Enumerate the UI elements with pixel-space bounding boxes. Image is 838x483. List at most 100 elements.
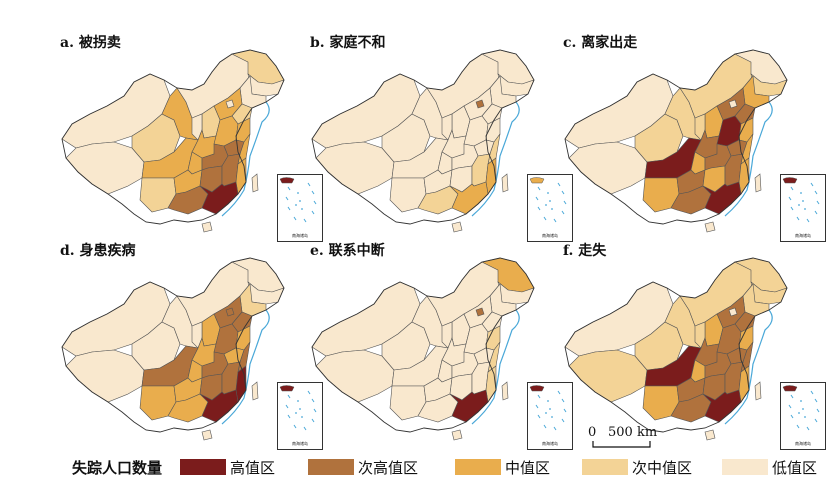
inset-mainland bbox=[279, 177, 295, 184]
inset-dash bbox=[537, 186, 541, 191]
south-china-sea-inset: 南海诸岛 bbox=[527, 174, 573, 242]
panel-title: f. 走失 bbox=[563, 243, 607, 259]
inset-island bbox=[547, 400, 549, 402]
legend-label: 低值区 bbox=[772, 459, 818, 477]
coastline bbox=[724, 309, 773, 425]
inset-dash bbox=[287, 186, 291, 191]
inset-dash bbox=[814, 418, 818, 423]
province-hi bbox=[704, 429, 716, 441]
inset-island bbox=[297, 192, 299, 194]
inset-dash bbox=[303, 218, 307, 223]
province-hi bbox=[451, 221, 463, 233]
inset-dash bbox=[561, 190, 565, 195]
inset-dash bbox=[311, 210, 315, 215]
inset-dash bbox=[287, 394, 291, 399]
province-tw bbox=[501, 173, 509, 193]
inset-dash bbox=[561, 418, 565, 423]
inset-island bbox=[804, 416, 806, 418]
inset-island bbox=[299, 408, 301, 410]
inset-dash bbox=[311, 398, 315, 403]
panel-title: b. 家庭不和 bbox=[310, 35, 386, 51]
inset-dash bbox=[790, 414, 794, 419]
inset-dash bbox=[790, 394, 794, 399]
inset-dash bbox=[810, 182, 814, 187]
legend: 失踪人口数量 高值区 次高值区 中值区 次中值区 低值区 bbox=[0, 452, 838, 482]
inset-island bbox=[802, 408, 804, 410]
inset-dash bbox=[790, 186, 794, 191]
inset-dash bbox=[313, 200, 317, 205]
map-panel-b: b. 家庭不和 南海诸岛 bbox=[302, 32, 573, 242]
inset-dash bbox=[561, 398, 565, 403]
legend-label: 次中值区 bbox=[632, 459, 693, 477]
map-panel-c: c. 离家出走 南海诸岛 bbox=[555, 32, 826, 242]
south-china-sea-inset: 南海诸岛 bbox=[527, 382, 573, 450]
country-outline bbox=[564, 257, 788, 433]
map-panel-f: f. 走失 南海诸岛 bbox=[555, 240, 826, 450]
inset-dash bbox=[563, 408, 567, 413]
china-map bbox=[311, 49, 535, 233]
country-outline bbox=[564, 49, 788, 225]
inset-dash bbox=[814, 190, 818, 195]
inset-dash bbox=[287, 414, 291, 419]
legend-swatch bbox=[582, 459, 628, 475]
inset-island bbox=[295, 412, 297, 414]
inset-mainland bbox=[782, 177, 798, 184]
inset-island bbox=[551, 208, 553, 210]
country-outline bbox=[311, 49, 535, 225]
inset-dash bbox=[563, 200, 567, 205]
south-china-sea-inset: 南海诸岛 bbox=[277, 174, 323, 242]
inset-dash bbox=[543, 424, 547, 429]
inset-island bbox=[545, 204, 547, 206]
panel-title: a. 被拐卖 bbox=[60, 35, 121, 51]
coastline bbox=[724, 101, 773, 217]
south-china-sea-inset: 南海诸岛 bbox=[780, 382, 826, 450]
inset-dash bbox=[806, 218, 810, 223]
country-outline bbox=[311, 257, 535, 433]
province-qh bbox=[381, 113, 431, 163]
inset-island bbox=[297, 400, 299, 402]
inset-island bbox=[299, 200, 301, 202]
inset-dash bbox=[816, 200, 820, 205]
legend-label: 次高值区 bbox=[358, 459, 419, 477]
inset-dash bbox=[293, 424, 297, 429]
inset-dash bbox=[796, 424, 800, 429]
province-bj bbox=[728, 99, 738, 109]
china-map bbox=[564, 49, 788, 233]
legend-title: 失踪人口数量 bbox=[72, 459, 163, 477]
scale-distance: 500 km bbox=[608, 425, 658, 440]
inset-island bbox=[545, 412, 547, 414]
coastline bbox=[221, 101, 270, 217]
province-qh bbox=[634, 321, 684, 371]
inset-dash bbox=[311, 418, 315, 423]
inset-dash bbox=[535, 404, 539, 409]
country-outline bbox=[61, 49, 285, 225]
inset-island bbox=[804, 208, 806, 210]
inset-island bbox=[802, 200, 804, 202]
inset-dash bbox=[303, 426, 307, 431]
china-map bbox=[311, 257, 535, 441]
province-bj bbox=[225, 307, 235, 317]
inset-mainland bbox=[782, 385, 798, 392]
legend-label: 中值区 bbox=[505, 459, 551, 477]
province-bj bbox=[728, 307, 738, 317]
china-map bbox=[564, 257, 788, 441]
inset-dash bbox=[293, 216, 297, 221]
inset-label: 南海诸岛 bbox=[292, 441, 308, 446]
legend-swatch bbox=[180, 459, 226, 475]
inset-dash bbox=[788, 404, 792, 409]
inset-dash bbox=[557, 390, 561, 395]
province-xz bbox=[315, 349, 395, 403]
legend-swatch bbox=[455, 459, 501, 475]
province-qh bbox=[381, 321, 431, 371]
coastline bbox=[471, 309, 520, 425]
inset-dash bbox=[790, 206, 794, 211]
inset-dash bbox=[806, 426, 810, 431]
inset-dash bbox=[796, 216, 800, 221]
province-qh bbox=[634, 113, 684, 163]
coastline bbox=[221, 309, 270, 425]
scale-line bbox=[592, 441, 651, 448]
inset-dash bbox=[553, 218, 557, 223]
inset-dash bbox=[285, 404, 289, 409]
inset-dash bbox=[537, 394, 541, 399]
inset-label: 南海诸岛 bbox=[292, 233, 308, 238]
